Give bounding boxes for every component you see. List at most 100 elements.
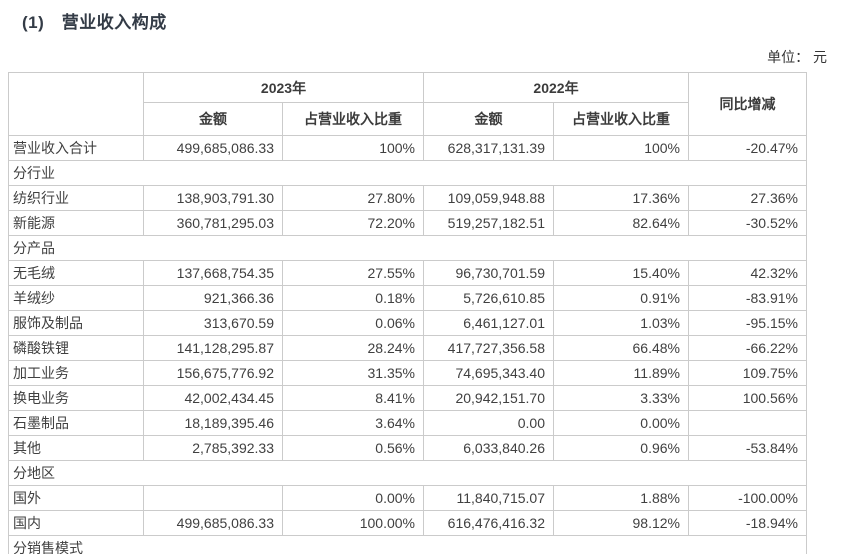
table-row-other: 其他 2,785,392.33 0.56% 6,033,840.26 0.96%… — [8, 435, 807, 461]
header-amount-2022: 金额 — [423, 102, 554, 136]
yoy-change: -30.52% — [688, 210, 807, 236]
table-section-row-by-sales-model: 分销售模式 — [8, 535, 807, 554]
proportion-2022: 0.96% — [553, 435, 689, 461]
proportion-2022: 100% — [553, 135, 689, 161]
yoy-change: 27.36% — [688, 185, 807, 211]
table-header-row-years: 2023年 2022年 同比增减 — [8, 72, 807, 136]
yoy-change: 100.56% — [688, 385, 807, 411]
amount-2022: 109,059,948.88 — [423, 185, 554, 211]
amount-2023: 499,685,086.33 — [143, 135, 283, 161]
table-row-cashmere-yarn: 羊绒纱 921,366.36 0.18% 5,726,610.85 0.91% … — [8, 285, 807, 311]
yoy-change: -18.94% — [688, 510, 807, 536]
amount-2023: 921,366.36 — [143, 285, 283, 311]
proportion-2023: 0.06% — [282, 310, 424, 336]
amount-2022: 616,476,416.32 — [423, 510, 554, 536]
amount-2022: 0.00 — [423, 410, 554, 436]
table-row-graphite-products: 石墨制品 18,189,395.46 3.64% 0.00 0.00% — [8, 410, 807, 436]
proportion-2023: 0.56% — [282, 435, 424, 461]
revenue-composition-table: 2023年 2022年 同比增减 金额 占营业收入比重 金额 占营业收入比重 营… — [8, 72, 807, 554]
row-label: 服饰及制品 — [8, 310, 144, 336]
proportion-2023: 100.00% — [282, 510, 424, 536]
proportion-2022: 11.89% — [553, 360, 689, 386]
yoy-change: -53.84% — [688, 435, 807, 461]
section-label: 分行业 — [8, 160, 807, 186]
header-proportion-2023: 占营业收入比重 — [282, 102, 424, 136]
table-row-dehaired-fiber: 无毛绒 137,668,754.35 27.55% 96,730,701.59 … — [8, 260, 807, 286]
row-label: 无毛绒 — [8, 260, 144, 286]
row-label: 新能源 — [8, 210, 144, 236]
row-label: 羊绒纱 — [8, 285, 144, 311]
header-year-2022: 2022年 — [423, 72, 689, 103]
header-proportion-2022: 占营业收入比重 — [553, 102, 689, 136]
amount-2023: 18,189,395.46 — [143, 410, 283, 436]
section-label: 分地区 — [8, 460, 807, 486]
table-row-battery-swap-business: 换电业务 42,002,434.45 8.41% 20,942,151.70 3… — [8, 385, 807, 411]
table-row-domestic: 国内 499,685,086.33 100.00% 616,476,416.32… — [8, 510, 807, 536]
amount-2022: 6,461,127.01 — [423, 310, 554, 336]
proportion-2023: 31.35% — [282, 360, 424, 386]
unit-label: 单位： 元 — [767, 49, 827, 65]
table-row-apparel-products: 服饰及制品 313,670.59 0.06% 6,461,127.01 1.03… — [8, 310, 807, 336]
yoy-change — [688, 410, 807, 436]
amount-2022: 519,257,182.51 — [423, 210, 554, 236]
amount-2022: 74,695,343.40 — [423, 360, 554, 386]
amount-2023: 360,781,295.03 — [143, 210, 283, 236]
table-row-overseas: 国外 0.00% 11,840,715.07 1.88% -100.00% — [8, 485, 807, 511]
section-label: 分销售模式 — [8, 535, 807, 554]
proportion-2022: 66.48% — [553, 335, 689, 361]
header-empty-cell — [8, 72, 144, 136]
table-row-new-energy: 新能源 360,781,295.03 72.20% 519,257,182.51… — [8, 210, 807, 236]
yoy-change: -95.15% — [688, 310, 807, 336]
table-section-row-by-region: 分地区 — [8, 460, 807, 486]
amount-2023: 313,670.59 — [143, 310, 283, 336]
proportion-2023: 0.00% — [282, 485, 424, 511]
page-title: (1) 营业收入构成 — [22, 13, 167, 32]
table-row-processing-business: 加工业务 156,675,776.92 31.35% 74,695,343.40… — [8, 360, 807, 386]
proportion-2022: 1.88% — [553, 485, 689, 511]
proportion-2022: 98.12% — [553, 510, 689, 536]
amount-2022: 20,942,151.70 — [423, 385, 554, 411]
table-header-row-measures: 金额 占营业收入比重 金额 占营业收入比重 — [9, 102, 807, 136]
row-label: 石墨制品 — [8, 410, 144, 436]
row-label: 纺织行业 — [8, 185, 144, 211]
amount-2023: 499,685,086.33 — [143, 510, 283, 536]
amount-2022: 6,033,840.26 — [423, 435, 554, 461]
yoy-change: 109.75% — [688, 360, 807, 386]
amount-2022: 11,840,715.07 — [423, 485, 554, 511]
row-label: 国外 — [8, 485, 144, 511]
row-label: 加工业务 — [8, 360, 144, 386]
yoy-change: 42.32% — [688, 260, 807, 286]
amount-2022: 417,727,356.58 — [423, 335, 554, 361]
proportion-2023: 28.24% — [282, 335, 424, 361]
yoy-change: -66.22% — [688, 335, 807, 361]
proportion-2023: 8.41% — [282, 385, 424, 411]
header-amount-2023: 金额 — [143, 102, 283, 136]
amount-2023: 42,002,434.45 — [143, 385, 283, 411]
proportion-2023: 72.20% — [282, 210, 424, 236]
row-label: 国内 — [8, 510, 144, 536]
amount-2023: 2,785,392.33 — [143, 435, 283, 461]
amount-2022: 628,317,131.39 — [423, 135, 554, 161]
section-label: 分产品 — [8, 235, 807, 261]
proportion-2022: 1.03% — [553, 310, 689, 336]
row-label: 换电业务 — [8, 385, 144, 411]
table-section-row-by-product: 分产品 — [8, 235, 807, 261]
proportion-2022: 3.33% — [553, 385, 689, 411]
amount-2022: 5,726,610.85 — [423, 285, 554, 311]
table-header: 2023年 2022年 同比增减 金额 占营业收入比重 金额 占营业收入比重 — [8, 72, 807, 136]
proportion-2022: 15.40% — [553, 260, 689, 286]
proportion-2023: 27.55% — [282, 260, 424, 286]
amount-2023: 137,668,754.35 — [143, 260, 283, 286]
proportion-2022: 17.36% — [553, 185, 689, 211]
header-yoy-change: 同比增减 — [688, 72, 807, 136]
yoy-change: -100.00% — [688, 485, 807, 511]
table-section-row-by-industry: 分行业 — [8, 160, 807, 186]
amount-2023 — [143, 485, 283, 511]
table-row-textile: 纺织行业 138,903,791.30 27.80% 109,059,948.8… — [8, 185, 807, 211]
table-body: 营业收入合计 499,685,086.33 100% 628,317,131.3… — [8, 135, 807, 554]
amount-2023: 141,128,295.87 — [143, 335, 283, 361]
proportion-2022: 82.64% — [553, 210, 689, 236]
proportion-2022: 0.91% — [553, 285, 689, 311]
proportion-2023: 0.18% — [282, 285, 424, 311]
